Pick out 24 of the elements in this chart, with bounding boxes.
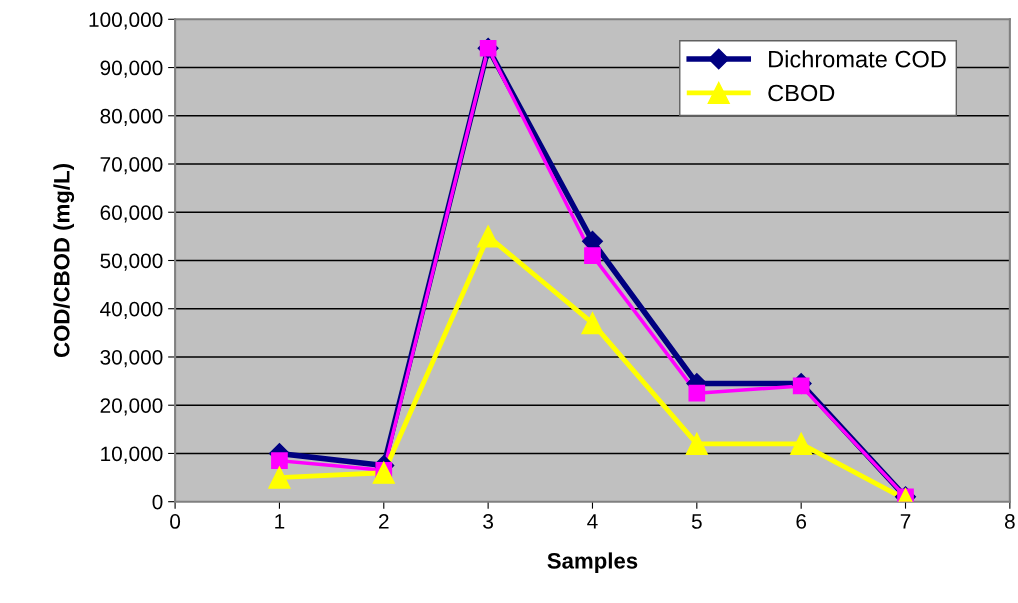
- y-tick-label: 10,000: [101, 446, 163, 464]
- y-tick-label: 60,000: [100, 205, 163, 223]
- x-tick-label: 4: [587, 514, 598, 529]
- legend-label: Dichromate COD: [769, 50, 946, 68]
- x-axis-title: Samples: [547, 552, 638, 574]
- x-tick-label: 7: [900, 514, 911, 529]
- x-tick-label: 0: [170, 514, 181, 529]
- y-tick-label: 70,000: [100, 157, 163, 175]
- y-tick-label: 0: [152, 494, 163, 510]
- x-tick-label: 1: [275, 514, 285, 529]
- y-axis-title: COD/CBOD (mg/L): [53, 164, 75, 358]
- y-tick-label: 90,000: [100, 60, 163, 78]
- x-tick-label: 5: [691, 514, 702, 529]
- x-tick-label: 2: [379, 514, 389, 529]
- y-tick-label: 30,000: [100, 349, 163, 368]
- y-tick-label: 100,000: [89, 12, 163, 30]
- y-tick-label: 50,000: [100, 253, 163, 271]
- x-tick-label: 6: [796, 514, 807, 529]
- x-tick-label: 3: [483, 514, 494, 529]
- y-tick-label: 40,000: [100, 301, 163, 319]
- legend-label: CBOD: [768, 84, 835, 102]
- x-tick-label: 8: [1004, 514, 1015, 529]
- y-tick-label: 20,000: [100, 398, 163, 416]
- y-tick-label: 80,000: [100, 108, 163, 126]
